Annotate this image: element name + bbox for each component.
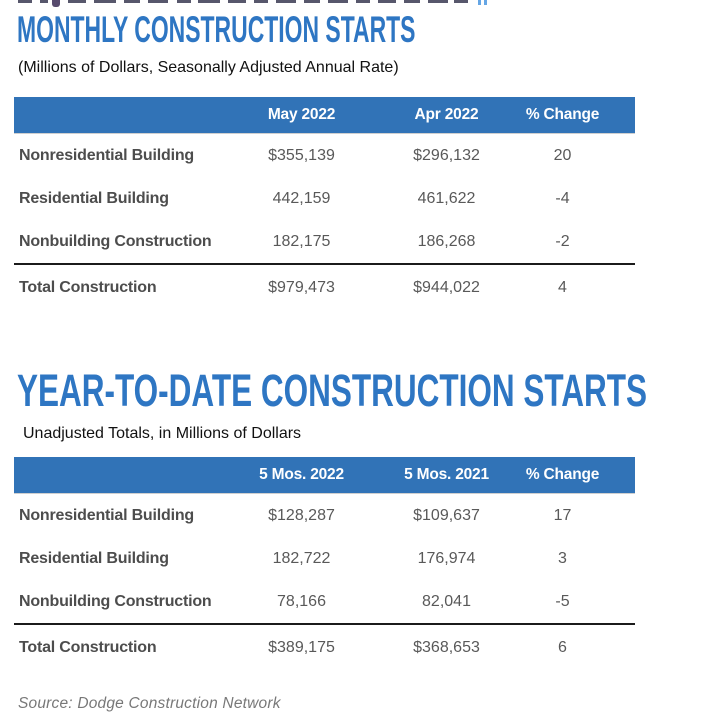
value-2021: 176,974 xyxy=(417,549,476,567)
column-header-pct-change: % Change xyxy=(525,106,600,123)
row-label: Residential Building xyxy=(19,189,169,207)
value-change: -5 xyxy=(555,592,570,610)
value-2021: 82,041 xyxy=(422,592,471,610)
value-apr: $296,132 xyxy=(413,146,480,164)
ytd-subtitle: Unadjusted Totals, in Millions of Dollar… xyxy=(23,425,302,442)
row-label: Nonbuilding Construction xyxy=(19,592,212,610)
value-change: 20 xyxy=(553,146,572,164)
ytd-table: 5 Mos. 2022 5 Mos. 2021 % Change Nonresi… xyxy=(14,457,635,671)
value-apr: $944,022 xyxy=(413,279,480,296)
source-credit: Source: Dodge Construction Network xyxy=(18,695,281,712)
column-header-5mos-2021: 5 Mos. 2021 xyxy=(404,466,489,483)
value-2022: 78,166 xyxy=(277,592,326,610)
value-change: 4 xyxy=(558,279,567,296)
section-gap xyxy=(0,311,722,366)
value-may: $355,139 xyxy=(268,146,335,164)
total-rule xyxy=(14,263,635,265)
row-label: Total Construction xyxy=(19,639,157,656)
total-rule xyxy=(14,623,635,625)
row-label: Nonresidential Building xyxy=(19,506,194,524)
row-label: Nonresidential Building xyxy=(19,146,194,164)
value-change: 6 xyxy=(558,639,567,656)
value-may: 442,159 xyxy=(272,189,331,207)
value-2022: $389,175 xyxy=(268,639,335,656)
value-apr: 461,622 xyxy=(417,189,476,207)
column-header-pct-change: % Change xyxy=(525,466,600,483)
value-change: 3 xyxy=(558,549,567,567)
row-label: Total Construction xyxy=(19,279,157,296)
monthly-table-header: May 2022 Apr 2022 % Change xyxy=(14,97,635,134)
column-header-5mos-2022: 5 Mos. 2022 xyxy=(259,466,344,483)
table-row-residential: Residential Building 182,722 176,974 3 xyxy=(14,537,635,580)
table-row-residential: Residential Building 442,159 461,622 -4 xyxy=(14,177,635,220)
value-may: 182,175 xyxy=(272,232,331,250)
table-row-nonbuilding: Nonbuilding Construction 182,175 186,268… xyxy=(14,220,635,263)
cropped-headline-fragments xyxy=(0,0,722,8)
value-2022: 182,722 xyxy=(272,549,331,567)
monthly-title: MONTHLY CONSTRUCTION STARTS xyxy=(17,9,416,50)
column-header-may-2022: May 2022 xyxy=(267,106,336,123)
value-may: $979,473 xyxy=(268,279,335,296)
ytd-title: YEAR-TO-DATE CONSTRUCTION STARTS xyxy=(17,365,647,416)
monthly-table: May 2022 Apr 2022 % Change Nonresidentia… xyxy=(14,97,635,311)
table-row-total: Total Construction $389,175 $368,653 6 xyxy=(14,625,635,671)
row-label: Residential Building xyxy=(19,549,169,567)
table-row-nonresidential: Nonresidential Building $128,287 $109,63… xyxy=(14,494,635,537)
value-apr: 186,268 xyxy=(417,232,476,250)
value-change: -2 xyxy=(555,232,570,250)
value-2021: $368,653 xyxy=(413,639,480,656)
monthly-subtitle: (Millions of Dollars, Seasonally Adjuste… xyxy=(18,59,399,76)
section-year-to-date: YEAR-TO-DATE CONSTRUCTION STARTS Unadjus… xyxy=(0,366,722,671)
column-header-apr-2022: Apr 2022 xyxy=(414,106,479,123)
ytd-table-header: 5 Mos. 2022 5 Mos. 2021 % Change xyxy=(14,457,635,494)
table-row-total: Total Construction $979,473 $944,022 4 xyxy=(14,265,635,311)
section-monthly: MONTHLY CONSTRUCTION STARTS (Millions of… xyxy=(0,8,722,311)
value-change: 17 xyxy=(553,506,572,524)
row-label: Nonbuilding Construction xyxy=(19,232,212,250)
value-2022: $128,287 xyxy=(268,506,335,524)
table-row-nonbuilding: Nonbuilding Construction 78,166 82,041 -… xyxy=(14,580,635,623)
value-change: -4 xyxy=(555,189,570,207)
table-row-nonresidential: Nonresidential Building $355,139 $296,13… xyxy=(14,134,635,177)
value-2021: $109,637 xyxy=(413,506,480,524)
